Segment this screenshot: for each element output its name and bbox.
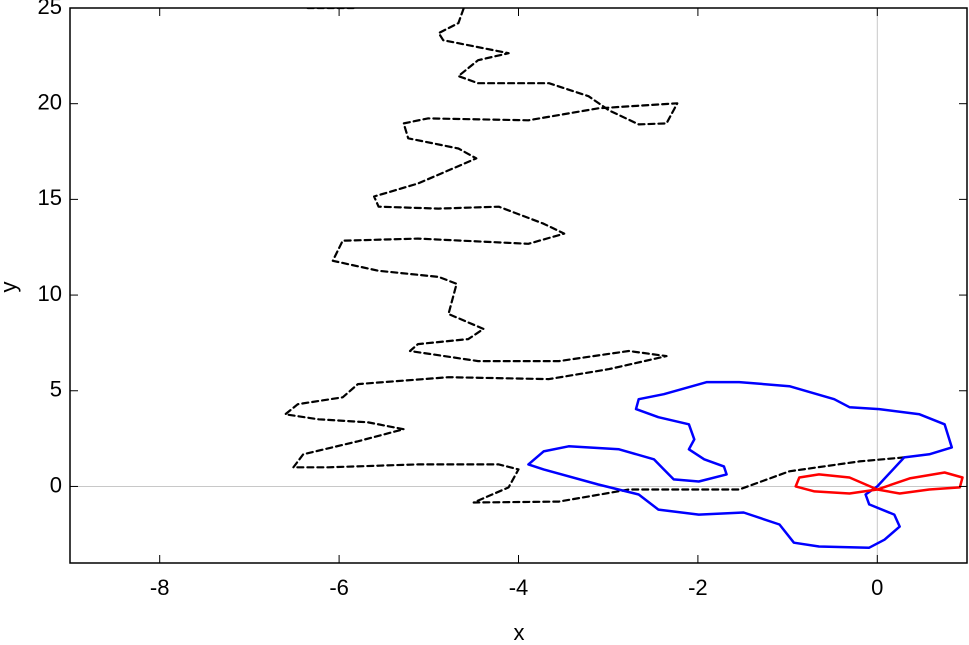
curve bbox=[794, 471, 964, 495]
y-tick-label: 0 bbox=[50, 472, 62, 497]
y-tick-label: 25 bbox=[38, 0, 62, 19]
x-tick-label: -6 bbox=[329, 575, 349, 600]
curve bbox=[527, 380, 954, 549]
x-tick-label: 0 bbox=[871, 575, 883, 600]
x-tick-label: -2 bbox=[688, 575, 708, 600]
y-tick-label: 10 bbox=[38, 281, 62, 306]
y-tick-label: 20 bbox=[38, 90, 62, 115]
plot-frame bbox=[69, 7, 968, 564]
x-axis-label: x bbox=[514, 620, 525, 645]
x-tick-label: -4 bbox=[509, 575, 529, 600]
y-tick-label: 5 bbox=[50, 377, 62, 402]
curve bbox=[284, 8, 906, 504]
y-axis-label: y bbox=[0, 282, 21, 293]
x-tick-label: -8 bbox=[150, 575, 170, 600]
plot-area bbox=[70, 8, 967, 563]
y-tick-label: 15 bbox=[38, 185, 62, 210]
